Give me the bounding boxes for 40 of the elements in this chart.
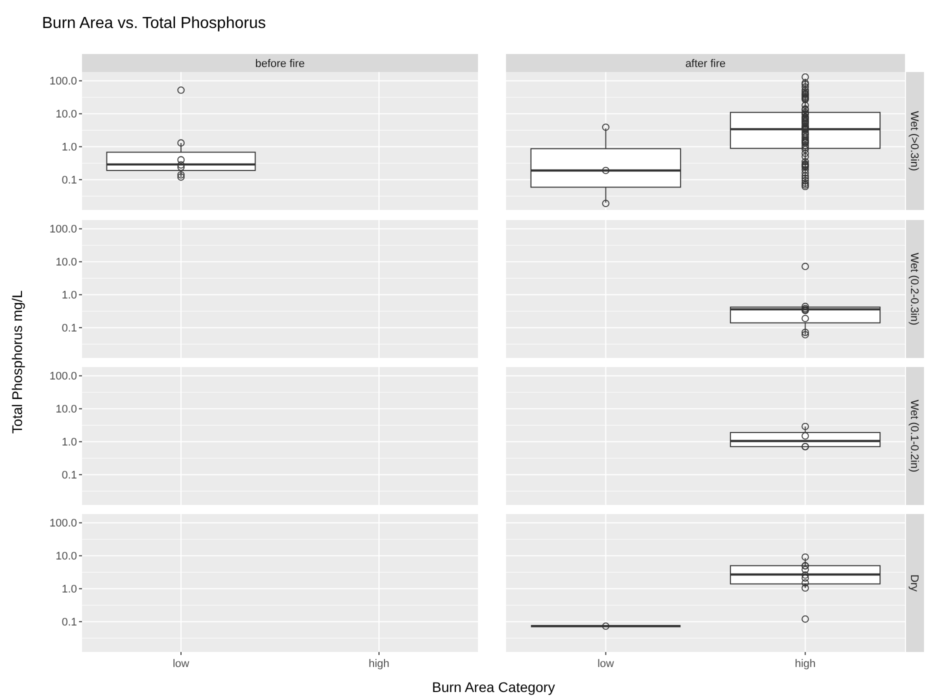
- y-tick-label: 1.0: [62, 436, 77, 449]
- y-tick-label: 0.1: [62, 616, 77, 629]
- y-tick-label: 0.1: [62, 470, 77, 482]
- x-tick-label: low: [172, 658, 190, 670]
- y2-axis-title: Wet (>0.3in): [908, 110, 920, 172]
- x-axis-title: Burn Area Category: [432, 679, 555, 695]
- y-axis-title: Total Phosphorus mg/L: [9, 290, 25, 434]
- chart-title: Burn Area vs. Total Phosphorus: [42, 15, 266, 32]
- point: [177, 161, 185, 169]
- y2-axis-title: Wet (0.2-0.3in): [908, 252, 920, 326]
- point: [802, 302, 809, 310]
- y-tick-label: 0.1: [62, 322, 77, 335]
- chart-subtitle: before fire: [255, 58, 305, 70]
- point: [177, 86, 185, 94]
- y-tick-label: 100.0: [49, 370, 77, 383]
- point: [802, 328, 809, 336]
- point: [802, 331, 809, 338]
- y-tick-label: 10.0: [56, 256, 77, 269]
- x-tick-label: high: [368, 658, 390, 670]
- point: [177, 156, 185, 164]
- point: [177, 171, 185, 178]
- y-tick-label: 10.0: [56, 108, 77, 121]
- point: [177, 139, 185, 147]
- y-tick-label: 1.0: [62, 142, 77, 154]
- y-tick-label: 0.1: [62, 174, 77, 187]
- y-tick-label: 100.0: [49, 224, 77, 236]
- x-tick-label: high: [794, 658, 816, 670]
- point: [177, 173, 185, 181]
- y-tick-label: 1.0: [62, 290, 77, 302]
- y-tick-label: 10.0: [56, 404, 77, 416]
- y-tick-label: 10.0: [56, 550, 77, 563]
- y2-axis-title: Dry: [908, 574, 920, 592]
- chart-subtitle: after fire: [685, 58, 726, 70]
- y2-axis-title: Wet (0.1-0.2in): [908, 400, 920, 472]
- x-tick-label: low: [597, 658, 614, 670]
- y-tick-label: 100.0: [49, 518, 77, 530]
- y-tick-label: 100.0: [49, 76, 77, 88]
- point: [802, 314, 809, 322]
- y-tick-label: 1.0: [62, 584, 77, 596]
- point: [802, 262, 809, 270]
